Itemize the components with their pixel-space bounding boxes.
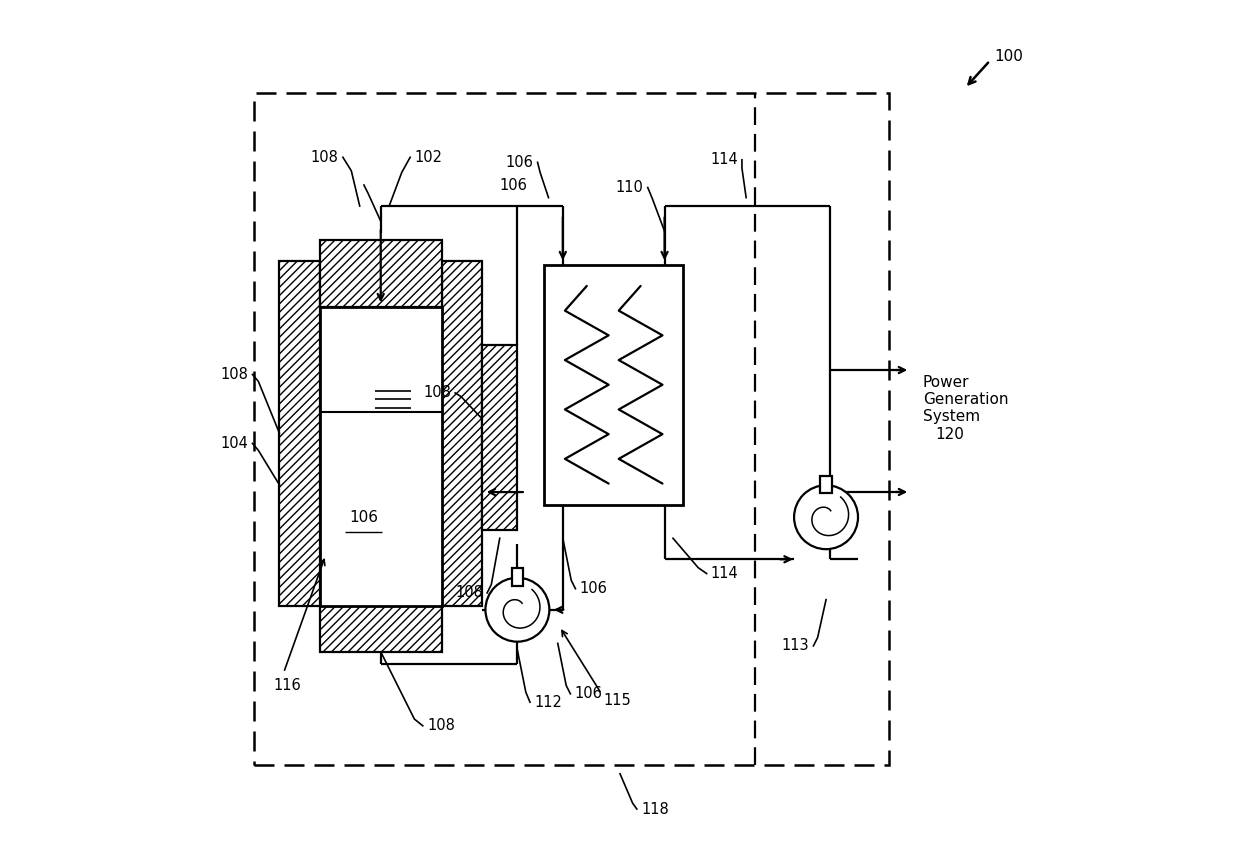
Text: 120: 120 xyxy=(935,427,965,442)
Text: 108: 108 xyxy=(221,367,248,382)
Bar xyxy=(441,261,482,606)
Text: 115: 115 xyxy=(603,693,631,708)
Bar xyxy=(320,240,441,307)
Bar xyxy=(320,606,441,652)
Text: 112: 112 xyxy=(534,695,562,710)
Bar xyxy=(279,261,320,606)
Text: 113: 113 xyxy=(781,638,810,653)
Bar xyxy=(512,569,523,586)
Text: 108: 108 xyxy=(427,718,455,733)
Text: 114: 114 xyxy=(711,566,739,581)
Text: 106: 106 xyxy=(506,155,533,170)
Bar xyxy=(544,265,683,505)
Text: 104: 104 xyxy=(221,436,248,451)
Text: 102: 102 xyxy=(414,150,443,165)
Text: 106: 106 xyxy=(574,686,603,701)
Circle shape xyxy=(485,578,549,642)
Bar xyxy=(320,307,441,606)
Text: 108: 108 xyxy=(423,385,451,400)
Text: 116: 116 xyxy=(274,678,301,693)
Circle shape xyxy=(794,485,858,549)
Text: 108: 108 xyxy=(311,150,339,165)
Text: Generation: Generation xyxy=(923,392,1008,407)
Bar xyxy=(821,476,832,493)
Text: Power: Power xyxy=(923,375,970,390)
Text: System: System xyxy=(923,409,980,424)
Text: 114: 114 xyxy=(711,152,738,167)
Text: 100: 100 xyxy=(994,49,1023,64)
Text: 106: 106 xyxy=(348,510,378,525)
Text: 110: 110 xyxy=(616,180,644,195)
Text: 108: 108 xyxy=(455,585,482,600)
Bar xyxy=(482,345,517,530)
Bar xyxy=(254,93,889,765)
Text: 106: 106 xyxy=(500,177,527,193)
Text: 118: 118 xyxy=(641,801,668,817)
Text: 106: 106 xyxy=(579,581,608,596)
